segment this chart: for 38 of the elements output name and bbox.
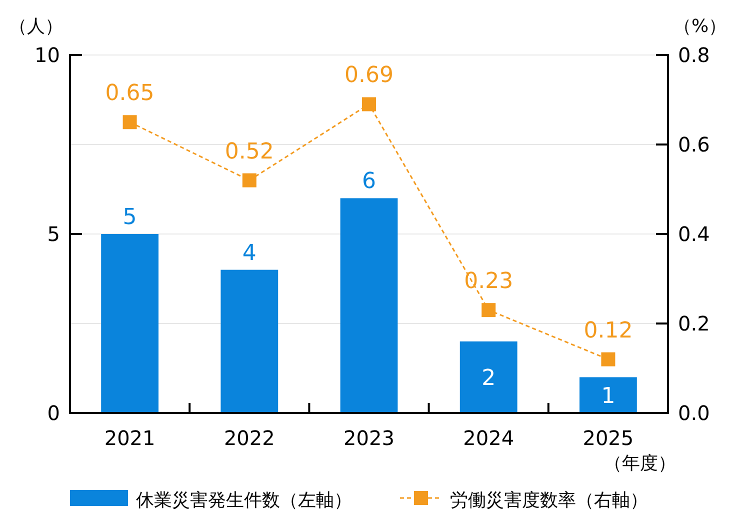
legend-label: 労働災害度数率（右軸） [450,490,648,511]
data-label: 0.69 [344,63,394,88]
point [242,173,256,188]
y-tick-label: 10 [34,43,60,67]
data-label: 0.52 [224,139,274,164]
data-label: 2 [482,366,496,392]
bar [220,270,278,413]
x-tick-label: 2025 [582,426,634,450]
point [122,115,137,130]
data-label: 0.12 [584,318,633,344]
y2-axis-title: （%） [673,16,727,37]
point [482,303,496,318]
bar [579,377,637,413]
data-label: 0.65 [105,81,154,106]
x-tick-label: 2022 [224,426,275,450]
bar [101,234,159,413]
x-tick-label: 2023 [344,426,394,450]
data-label: 0.23 [464,269,514,294]
point [601,352,616,366]
bar [340,198,398,413]
data-label: 4 [242,240,256,266]
point [362,97,376,112]
y-axis-title: （人） [9,16,63,37]
data-label: 6 [362,169,376,194]
y2-tick-label: 0.6 [678,132,710,156]
data-label: 1 [601,384,616,410]
bar [460,341,518,413]
y2-tick-label: 0.0 [678,401,710,425]
data-label: 5 [122,205,137,230]
x-tick-label: 2021 [104,426,156,450]
y2-tick-label: 0.2 [678,312,710,336]
legend-label: 休業災害発生件数（左軸） [136,490,352,511]
y-tick-label: 0 [47,401,60,425]
x-axis-title: （年度） [604,453,676,474]
y2-tick-label: 0.8 [678,43,710,67]
y-tick-label: 5 [47,222,60,246]
y2-tick-label: 0.4 [678,222,710,246]
x-tick-label: 2024 [463,426,514,450]
